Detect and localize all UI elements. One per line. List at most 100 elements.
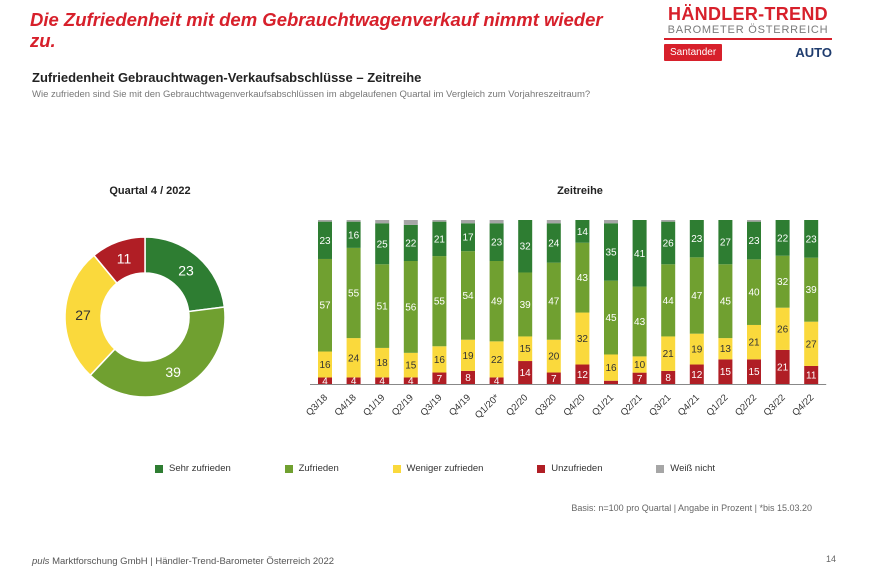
bar-segment: [775, 349, 790, 384]
x-tick-label: Q1/21: [590, 392, 616, 418]
bar-label: 16: [319, 360, 331, 371]
bar-label: 22: [405, 238, 417, 249]
bar-segment: [661, 221, 676, 265]
x-tick-label: Q4/20: [561, 392, 587, 418]
bar-label: 27: [720, 238, 732, 249]
survey-question: Wie zufrieden sind Sie mit den Gebraucht…: [32, 89, 591, 100]
bar-label: 12: [577, 370, 589, 381]
bar-label: 16: [348, 230, 360, 241]
bar-label: 12: [691, 370, 703, 381]
bar-segment: [546, 372, 561, 384]
x-tick-label: Q2/21: [619, 392, 645, 418]
bar-segment: [489, 220, 504, 224]
legend-item-sehr-zufrieden: Sehr zufrieden: [155, 463, 231, 474]
bar-segment: [604, 220, 618, 224]
bar-label: 23: [806, 234, 818, 245]
bar-segment: [518, 220, 533, 273]
bar-segment: [518, 272, 533, 337]
donut-label-0: 23: [178, 262, 194, 278]
bar-segment: [689, 333, 704, 365]
bar-segment: [775, 220, 790, 256]
bar-segment: [432, 346, 447, 373]
footer: puls Marktforschung GmbH | Händler-Trend…: [32, 556, 334, 567]
bar-segment: [346, 221, 361, 248]
bar-segment: [461, 339, 475, 371]
x-tick-label: Q4/18: [333, 392, 359, 418]
x-tick-label: Q3/18: [304, 392, 330, 418]
bar-label: 15: [520, 344, 532, 355]
santander-logo: Santander: [664, 44, 723, 61]
bar-segment: [632, 372, 647, 384]
bar-label: 23: [491, 238, 503, 249]
bar-segment: [689, 220, 704, 258]
bar-label: 8: [665, 373, 671, 384]
bar-segment: [804, 365, 819, 384]
bar-label: 55: [348, 288, 360, 299]
bar-label: 4: [351, 376, 357, 387]
x-tick-label: Q4/21: [676, 392, 702, 418]
bar-segment: [632, 286, 647, 357]
bar-segment: [375, 377, 390, 384]
bar-segment: [518, 336, 533, 362]
bar-segment: [432, 221, 447, 257]
bar-segment: [632, 220, 647, 287]
bar-label: 15: [405, 361, 417, 372]
donut-slice-3: [92, 236, 146, 285]
bar-segment: [546, 220, 561, 224]
x-tick-label: Q3/19: [418, 392, 444, 418]
bar-segment: [661, 370, 676, 384]
bar-segment: [546, 262, 561, 340]
bar-segment: [747, 324, 761, 360]
bar-segment: [546, 339, 561, 373]
bar-segment: [461, 220, 475, 224]
bar-segment: [575, 364, 590, 384]
bar-segment: [403, 261, 418, 353]
haendler-trend-logo: HÄNDLER-TREND BAROMETER ÖSTERREICH Santa…: [664, 4, 832, 76]
bar-segment: [747, 221, 761, 260]
bar-segment: [804, 257, 819, 322]
footer-brand: puls: [32, 556, 50, 567]
bar-label: 15: [748, 367, 760, 378]
chart-subtitle: Zufriedenheit Gebrauchtwagen-Verkaufsabs…: [32, 70, 422, 85]
bar-segment: [461, 370, 475, 384]
bar-label: 55: [434, 297, 446, 308]
x-tick-label: Q3/21: [647, 392, 673, 418]
x-tick-label: Q3/20: [533, 392, 559, 418]
bar-label: 4: [494, 376, 500, 387]
basis-note: Basis: n=100 pro Quartal | Angabe in Pro…: [571, 503, 812, 513]
legend-label: Zufrieden: [298, 463, 339, 474]
bar-segment: [403, 352, 418, 378]
bar-label: 56: [405, 302, 417, 313]
bars-title: Zeitreihe: [557, 185, 603, 197]
bar-label: 27: [806, 339, 818, 350]
bar-label: 49: [491, 297, 503, 308]
donut-title: Quartal 4 / 2022: [109, 185, 191, 197]
logo-sub: BAROMETER ÖSTERREICH: [664, 24, 832, 40]
legend-label: Weniger zufrieden: [406, 463, 484, 474]
bar-label: 7: [437, 374, 443, 385]
donut-label-1: 39: [165, 364, 181, 380]
legend-swatch: [155, 464, 163, 473]
bar-segment: [718, 359, 733, 384]
bar-label: 17: [462, 233, 474, 244]
bar-label: 24: [548, 238, 560, 249]
bar-segment: [489, 377, 504, 384]
bar-label: 25: [377, 239, 389, 250]
bar-segment: [747, 259, 761, 325]
bar-label: 22: [777, 233, 789, 244]
bar-label: 39: [806, 285, 818, 296]
bar-label: 44: [663, 296, 675, 307]
bar-label: 47: [691, 291, 703, 302]
bar-label: 32: [520, 242, 532, 253]
legend-item-unzufrieden: Unzufrieden: [537, 463, 603, 474]
bar-segment: [718, 264, 733, 339]
bar-segment: [403, 220, 418, 225]
bar-segment: [346, 377, 361, 384]
legend-swatch: [656, 464, 665, 473]
bar-segment: [518, 361, 533, 384]
bar-segment: [318, 258, 332, 352]
bar-segment: [489, 341, 504, 378]
x-tick-label: Q1/20*: [473, 392, 502, 421]
bar-label: 4: [379, 376, 385, 387]
bar-segment: [375, 264, 390, 348]
